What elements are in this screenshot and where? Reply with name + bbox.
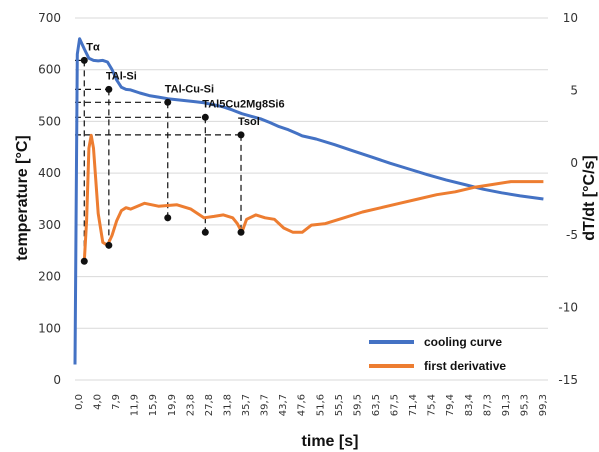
x-tick-label: 39,7 [260,394,271,416]
annotation-marker-derivative [201,228,209,236]
right-tick-label: -15 [558,373,578,387]
right-tick-label: -5 [566,228,578,242]
x-tick-label: 75,4 [427,394,438,416]
legend-label-cooling-curve: cooling curve [424,335,502,349]
left-tick-label: 100 [38,321,61,335]
annotation-marker-temperature [80,56,88,64]
annotation-marker-derivative [164,214,172,222]
right-axis-label: dT/dt [°C/s] [581,155,598,241]
left-tick-label: 600 [38,63,61,77]
annotation-guides [75,59,242,262]
left-tick-label: 300 [38,218,61,232]
annotation-marker-temperature [105,85,113,93]
x-tick-label: 7,9 [111,394,122,410]
x-tick-label: 31,8 [222,394,233,416]
left-tick-label: 500 [38,114,61,128]
x-tick-label: 11,9 [130,394,141,416]
x-tick-label: 23,8 [185,394,196,416]
right-tick-label: 10 [563,11,578,25]
x-tick-label: 55,5 [334,394,345,416]
x-tick-label: 43,7 [278,394,289,416]
annotation-marker-temperature [201,113,209,121]
annotation-marker-temperature [237,131,245,139]
x-tick-label: 47,6 [297,394,308,416]
left-tick-label: 400 [38,166,61,180]
left-tick-label: 200 [38,270,61,284]
x-tick-label: 95,3 [519,394,530,416]
x-tick-label: 99,3 [538,394,549,416]
right-axis-ticks: -15 -10 -5 0 5 10 [558,11,578,387]
left-tick-label: 700 [38,11,61,25]
x-tick-label: 79,4 [445,394,456,416]
x-tick-label: 51,6 [315,394,326,416]
x-tick-label: 19,9 [167,394,178,416]
left-tick-label: 0 [53,373,61,387]
series-line-first-derivative [82,133,544,262]
annotation-label: TAl-Cu-Si [165,83,214,95]
x-tick-label: 83,4 [464,394,475,416]
x-axis-ticks: 0,0 4,0 7,9 11,9 15,9 19,9 23,8 27,8 31,8 35,7 39,… [74,394,549,416]
x-tick-label: 15,9 [148,394,159,416]
right-tick-label: 0 [570,156,578,170]
annotation-markers [80,56,245,265]
annotation-marker-derivative [80,257,88,265]
series-line-cooling-curve [73,37,544,365]
right-tick-label: -10 [558,301,578,315]
x-axis-label: time [s] [302,433,359,450]
x-tick-label: 63,5 [371,394,382,416]
x-tick-label: 0,0 [74,394,85,410]
x-tick-label: 35,7 [241,394,252,416]
left-axis-ticks: 0 100 200 300 400 500 600 700 [38,11,61,387]
annotation-label: TAl-Si [106,70,137,82]
left-axis-label: temperature [°C] [14,135,31,261]
x-tick-label: 59,5 [352,394,363,416]
annotation-marker-temperature [164,98,172,106]
x-tick-label: 91,3 [501,394,512,416]
right-tick-label: 5 [570,83,578,97]
x-tick-label: 4,0 [93,394,104,410]
x-tick-label: 27,8 [204,394,215,416]
legend-label-first-derivative: first derivative [424,359,506,373]
x-tick-label: 71,4 [408,394,419,416]
annotation-labels: Tα TAl-Si TAl-Cu-Si TAl5Cu2Mg8Si6 Tsol [86,41,284,127]
annotation-marker-derivative [105,241,113,249]
legend: cooling curve first derivative [369,335,506,373]
series-lines [73,37,544,365]
x-tick-label: 67,5 [390,394,401,416]
gridlines [75,17,548,381]
annotation-marker-derivative [237,228,245,236]
annotation-label: Tα [86,41,100,53]
x-tick-label: 87,3 [482,394,493,416]
annotation-label: Tsol [238,116,260,128]
annotation-label: TAl5Cu2Mg8Si6 [202,98,284,110]
